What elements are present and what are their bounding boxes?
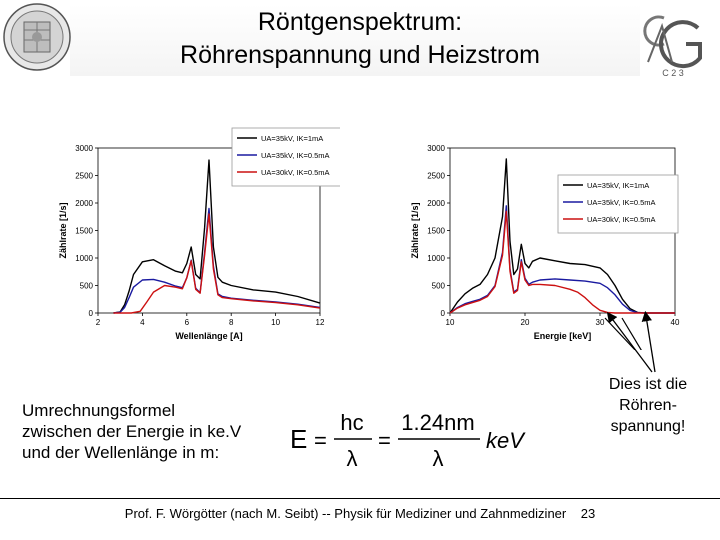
formula-equals-2: = (378, 428, 391, 453)
x-tick-label: 40 (671, 318, 680, 327)
footer: Prof. F. Wörgötter (nach M. Seibt) -- Ph… (0, 506, 720, 521)
arrow-to-red-cutoff (641, 310, 656, 373)
conversion-formula-description: Umrechnungsformel zwischen der Energie i… (22, 400, 302, 463)
energy-spectrum-chart: 10 20 30 40 0 500 1000 1500 2000 2500 3000 Energie… (410, 144, 680, 350)
annotation-arrow (604, 317, 636, 350)
arrow-to-blue-cutoff (606, 311, 653, 373)
series-line-2 (449, 210, 675, 314)
footer-divider (0, 498, 720, 499)
y-tick-label: 3000 (75, 144, 93, 153)
y-tick-label: 2000 (427, 199, 445, 208)
x-tick-label: 10 (446, 318, 455, 327)
y-tick-label: 2500 (427, 172, 445, 181)
y-axis-label: Zählrate [1/s] (58, 202, 68, 258)
y-tick-label: 2000 (75, 199, 93, 208)
x-tick-label: 4 (140, 318, 145, 327)
x-tick-label: 10 (271, 318, 280, 327)
x-axis-label: Energie [keV] (534, 331, 592, 341)
legend-label: UA=35kV, IK=0.5mA (587, 198, 656, 207)
title-line-1: Röntgenspektrum: (257, 8, 463, 36)
description-line-1: Umrechnungsformel (22, 401, 176, 420)
legend-label: UA=30kV, IK=0.5mA (261, 168, 330, 177)
y-tick-label: 3000 (427, 144, 445, 153)
x-tick-label: 6 (185, 318, 190, 327)
x-tick-label: 2 (96, 318, 101, 327)
y-tick-label: 500 (432, 282, 446, 291)
legend-label: UA=35kV, IK=1mA (587, 181, 649, 190)
y-axis-label: Zählrate [1/s] (410, 202, 420, 258)
y-tick-label: 500 (80, 282, 94, 291)
annotation-note: Dies ist die Röhren- spannung! (592, 374, 704, 437)
x-tick-label: 12 (316, 318, 325, 327)
title-line-2: Röhrenspannung und Heizstrom (180, 41, 540, 69)
chart-series (449, 158, 675, 314)
x-tick-label: 20 (521, 318, 530, 327)
y-tick-label: 1000 (75, 254, 93, 263)
x-axis-label: Wellenlänge [A] (175, 331, 242, 341)
description-line-3: und der Wellenlänge in m: (22, 443, 220, 462)
chart-ticks: 10 20 30 40 0 500 1000 1500 2000 2500 3000 (427, 144, 680, 327)
page-title: Röntgenspektrum: Röhrenspannung und Heiz… (0, 6, 720, 72)
cg-logo: C 2 3 (643, 15, 702, 78)
footer-text: Prof. F. Wörgötter (nach M. Seibt) -- Ph… (124, 506, 567, 521)
formula-unit: keV (486, 428, 526, 453)
wavelength-spectrum-chart: 2 4 6 8 10 12 0 500 1000 1500 2000 2500 3000 Wellenl… (58, 127, 340, 341)
annotation-arrow (621, 317, 642, 350)
series-line-0 (449, 158, 675, 314)
y-tick-label: 0 (441, 309, 446, 318)
formula-lambda-2: λ (433, 446, 444, 471)
page-number: 23 (580, 506, 596, 521)
chart-legend: UA=35kV, IK=1mA UA=35kV, IK=0.5mA UA=30kV,… (557, 174, 679, 234)
formula-lambda-1: λ (347, 446, 358, 471)
y-tick-label: 2500 (75, 172, 93, 181)
y-tick-label: 0 (89, 309, 94, 318)
legend-label: UA=35kV, IK=1mA (261, 134, 323, 143)
series-line-2 (113, 213, 321, 314)
energy-wavelength-formula: E = hc λ = 1.24nm λ keV (290, 410, 526, 471)
note-line-2: Röhren- (619, 397, 677, 414)
x-tick-label: 30 (596, 318, 605, 327)
university-seal-logo (3, 3, 71, 71)
formula-hc: hc (340, 410, 363, 435)
chart-ticks: 2 4 6 8 10 12 0 500 1000 1500 2000 2500 3000 (75, 144, 325, 327)
formula-numerator: 1.24nm (401, 410, 474, 435)
legend-label: UA=35kV, IK=0.5mA (261, 151, 330, 160)
description-line-2: zwischen der Energie in ke.V (22, 422, 242, 441)
formula-E: E (290, 424, 307, 454)
note-line-1: Dies ist die (608, 376, 688, 393)
y-tick-label: 1500 (427, 227, 445, 236)
y-tick-label: 1000 (427, 254, 445, 263)
x-tick-label: 8 (229, 318, 234, 327)
y-tick-label: 1500 (75, 227, 93, 236)
chart-series (113, 159, 321, 314)
formula-equals-1: = (314, 428, 327, 453)
note-line-3: spannung! (610, 418, 686, 435)
logo-caption: C 2 3 (662, 68, 684, 78)
legend-label: UA=30kV, IK=0.5mA (587, 215, 656, 224)
chart-legend: UA=35kV, IK=1mA UA=35kV, IK=0.5mA UA=30kV,… (231, 127, 340, 187)
title-bar (70, 4, 640, 76)
series-line-0 (113, 159, 321, 314)
